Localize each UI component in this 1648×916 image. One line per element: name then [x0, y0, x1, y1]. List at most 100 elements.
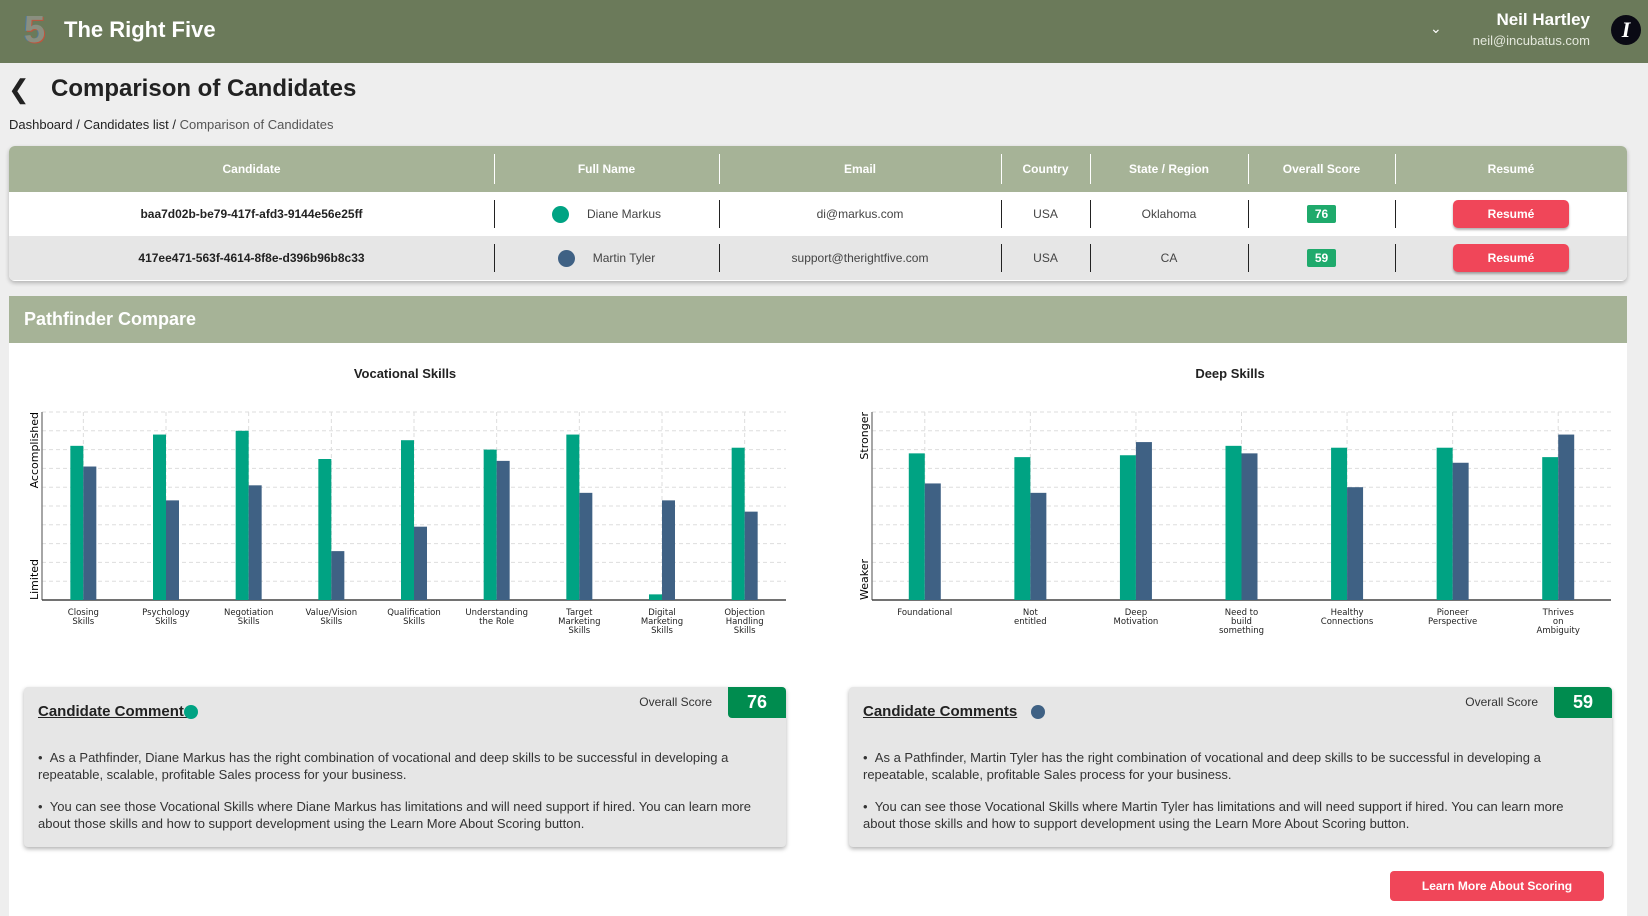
bar	[248, 485, 262, 600]
candidate-comments-box: Candidate Comments Overall Score 76 • As a …	[24, 687, 786, 847]
overall-score-label: Overall Score	[639, 695, 712, 709]
resume-button[interactable]: Resumé	[1453, 244, 1569, 272]
column-divider	[494, 244, 495, 272]
x-tick-label: Qualification	[387, 608, 441, 618]
bar	[401, 440, 414, 600]
bar	[579, 492, 593, 600]
bar	[166, 500, 179, 600]
x-tick-label: Healthy	[1331, 608, 1364, 618]
column-divider	[1395, 200, 1396, 228]
bar	[1436, 447, 1453, 600]
x-tick-label: Not	[1023, 608, 1039, 618]
comments-heading: Candidate Comments	[38, 703, 193, 720]
x-tick-label: Skills	[72, 617, 94, 627]
x-tick-label: Thrives	[1542, 608, 1575, 618]
x-tick-label: Skills	[403, 617, 425, 627]
y-label-low: Limited	[28, 559, 41, 600]
comments-list: • As a Pathfinder, Diane Markus has the …	[38, 749, 772, 847]
back-arrow-icon[interactable]: ❮	[8, 74, 30, 104]
column-divider	[1395, 154, 1396, 184]
x-tick-label: the Role	[479, 617, 514, 627]
cell-country: USA	[1033, 207, 1058, 221]
bar	[483, 449, 497, 600]
candidate-comments-box: Candidate Comments Overall Score 59 • As a …	[849, 687, 1612, 847]
breadcrumb-dashboard[interactable]: Dashboard	[9, 117, 73, 132]
header-email: Email	[843, 162, 876, 176]
score-badge: 59	[1306, 249, 1337, 267]
score-badge: 76	[1306, 205, 1337, 223]
x-tick-label: Understanding	[465, 608, 528, 618]
resume-button[interactable]: Resumé	[1453, 200, 1569, 228]
cell-overall-score: 76	[1248, 192, 1395, 236]
x-tick-label: Digital	[648, 608, 676, 618]
column-divider	[1248, 154, 1249, 184]
cell-state: CA	[1160, 251, 1178, 265]
x-tick-label: entitled	[1014, 617, 1047, 627]
column-divider	[1395, 244, 1396, 272]
candidate-color-dot	[551, 205, 569, 223]
table-row: baa7d02b-be79-417f-afd3-9144e56e25ff Dian…	[9, 192, 1627, 236]
column-divider	[719, 244, 720, 272]
x-tick-label: Skills	[568, 626, 590, 636]
comment-item: • As a Pathfinder, Diane Markus has the …	[38, 750, 729, 782]
bar	[1241, 453, 1258, 600]
table-row: 417ee471-563f-4614-8f8e-d396b96b8c33 Mart…	[9, 236, 1627, 280]
header-candidate: Candidate	[222, 162, 281, 176]
x-tick-label: Skills	[651, 626, 673, 636]
comment-text: As a Pathfinder, Martin Tyler has the ri…	[863, 750, 1541, 782]
bar	[1347, 487, 1364, 600]
x-tick-label: Negotiation	[224, 608, 273, 618]
bar	[1452, 462, 1469, 600]
top-bar: 5 The Right Five ⌄ Neil Hartley neil@inc…	[0, 0, 1648, 63]
x-tick-label: Target	[565, 608, 593, 618]
page-title: Comparison of Candidates	[51, 75, 357, 102]
pathfinder-title: Pathfinder Compare	[9, 296, 1627, 343]
cell-email: di@markus.com	[816, 207, 904, 221]
overall-score-value: 76	[728, 687, 786, 718]
x-tick-label: Perspective	[1428, 617, 1477, 627]
breadcrumb-current: Comparison of Candidates	[179, 117, 334, 132]
cell-email: support@therightfive.com	[791, 251, 929, 265]
bar	[1030, 492, 1047, 600]
column-divider	[1001, 154, 1002, 184]
brand-name[interactable]: The Right Five	[64, 17, 216, 42]
logo[interactable]: 5	[24, 9, 46, 51]
candidates-table: Candidate Full Name Email Country State / Re…	[9, 146, 1627, 281]
bar	[153, 434, 166, 600]
bar	[496, 460, 510, 600]
bar	[318, 459, 332, 600]
column-divider	[1090, 200, 1091, 228]
y-label-low: Weaker	[858, 559, 871, 600]
cell-full-name: Diane Markus	[494, 192, 719, 236]
bar	[649, 594, 662, 600]
bar	[235, 430, 249, 600]
comment-text: You can see those Vocational Skills wher…	[863, 799, 1564, 831]
comment-item: • As a Pathfinder, Martin Tyler has the …	[863, 750, 1541, 782]
column-divider	[1248, 244, 1249, 272]
bar	[1542, 457, 1559, 600]
cell-candidate: 417ee471-563f-4614-8f8e-d396b96b8c33	[138, 251, 365, 265]
learn-more-button[interactable]: Learn More About Scoring	[1390, 871, 1604, 901]
x-tick-label: Pioneer	[1437, 608, 1469, 618]
cell-full-name: Martin Tyler	[494, 236, 719, 280]
bar	[1119, 455, 1136, 600]
column-divider	[1001, 200, 1002, 228]
chevron-down-icon[interactable]: ⌄	[1430, 20, 1442, 36]
bar	[83, 466, 97, 600]
x-tick-label: on	[1553, 617, 1564, 627]
bar	[414, 526, 427, 600]
x-tick-label: Connections	[1321, 617, 1374, 627]
breadcrumb-candidates-list[interactable]: Candidates list	[83, 117, 169, 132]
column-divider	[1248, 200, 1249, 228]
avatar[interactable]: I	[1611, 15, 1641, 45]
x-tick-label: something	[1219, 626, 1264, 636]
comments-list: • As a Pathfinder, Martin Tyler has the …	[863, 749, 1598, 847]
candidate-color-dot	[1031, 705, 1045, 719]
full-name: Martin Tyler	[592, 251, 656, 265]
chart-title-vocational: Vocational Skills	[353, 366, 457, 381]
bar	[566, 434, 580, 600]
table-header: Candidate Full Name Email Country State / Re…	[9, 146, 1627, 192]
bar	[1331, 447, 1348, 600]
column-divider	[719, 200, 720, 228]
